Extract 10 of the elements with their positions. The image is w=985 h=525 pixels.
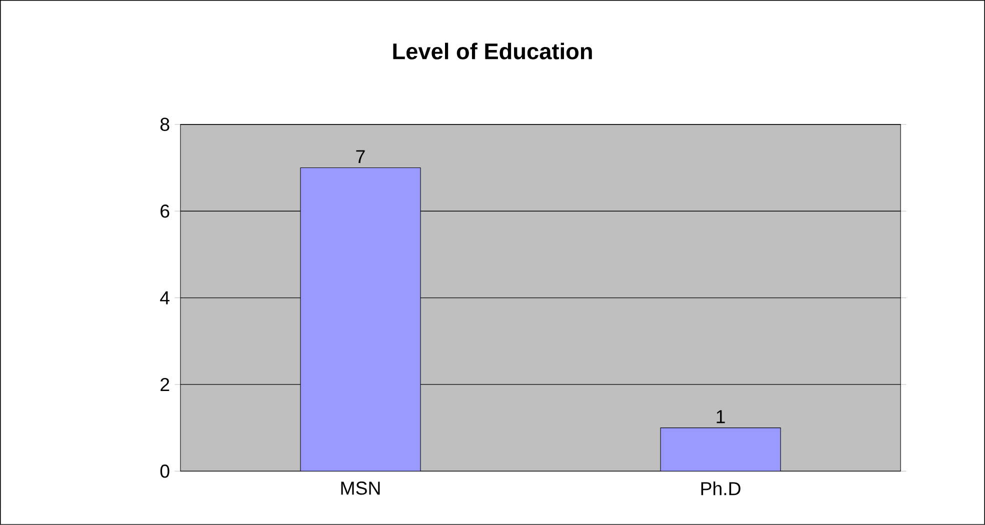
chart-title: Level of Education — [393, 42, 592, 60]
y-tick-label: 4 — [160, 291, 170, 304]
y-tick-label: 8 — [160, 118, 170, 132]
y-tick-label: 2 — [160, 378, 170, 392]
y-tick-label: 0 — [160, 464, 170, 478]
data-label: 1 — [716, 410, 725, 424]
x-tick-label: MSN — [341, 482, 380, 495]
y-tick-label: 6 — [160, 204, 170, 218]
x-tick-label: Ph.D — [701, 482, 740, 496]
data-label: 7 — [356, 150, 365, 164]
